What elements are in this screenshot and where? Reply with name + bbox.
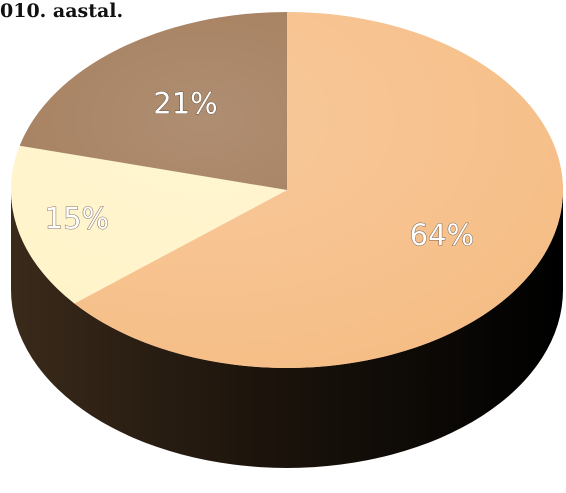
pie-depth: [11, 190, 563, 468]
slice-label-21: 21%: [153, 87, 217, 121]
slice-label-15: 15%: [45, 201, 109, 235]
pie-side-band: [11, 190, 563, 468]
slice-label-64: 64%: [410, 218, 474, 252]
chart-title: 010. aastal.: [0, 0, 124, 22]
pie-shine: [11, 12, 563, 368]
pie-labels: 64% 15% 21%: [44, 86, 474, 252]
pie-slices: [11, 12, 563, 368]
